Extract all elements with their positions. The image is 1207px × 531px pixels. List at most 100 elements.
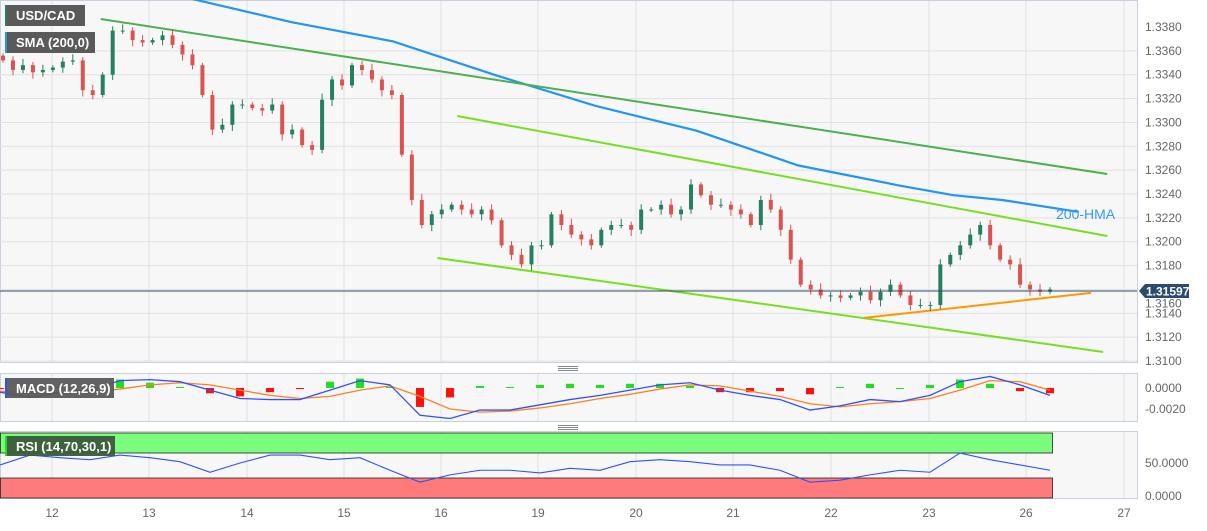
candle-body	[150, 40, 155, 43]
candle-body	[80, 60, 85, 91]
candle-body	[828, 295, 833, 297]
last-price-tag: 1.31597	[1139, 284, 1190, 299]
x-tick-label: 23	[922, 506, 936, 520]
channel-top-trendline	[457, 115, 1108, 237]
candle-body	[90, 90, 95, 96]
candle-body	[290, 129, 295, 135]
candle-body	[708, 195, 713, 205]
candle-body	[280, 104, 285, 135]
x-tick-label: 16	[434, 506, 448, 520]
macd-text: MACD (12,26,9)	[16, 381, 111, 396]
rsi-y-tick-label: 0.0000	[1145, 489, 1182, 503]
candle-body	[330, 79, 335, 100]
candle-body	[210, 95, 215, 130]
candle-body	[699, 184, 703, 196]
candle-body	[798, 259, 803, 285]
candle-body	[629, 225, 634, 230]
candle-body	[848, 295, 853, 298]
y-tick-label: 1.3160	[1145, 296, 1182, 310]
candle-body	[868, 291, 873, 301]
last-price-value: 1.31597	[1146, 285, 1190, 299]
rsi-text: RSI (14,70,30,1)	[16, 439, 111, 454]
candle-body	[30, 65, 35, 73]
sma-text: SMA (200,0)	[16, 35, 89, 50]
hma-200-line	[191, 0, 1079, 214]
x-tick-label: 21	[726, 506, 740, 520]
macd-histogram-bar	[296, 388, 304, 390]
candle-body	[609, 225, 614, 230]
candle-body	[649, 209, 654, 211]
candle-body	[639, 209, 644, 230]
panel-resize-handle[interactable]	[558, 425, 578, 430]
rsi-line	[0, 452, 1051, 483]
candle-body	[569, 225, 574, 235]
candle-body	[838, 295, 843, 298]
candle-body	[429, 214, 434, 226]
candle-body	[1028, 284, 1033, 290]
macd-panel	[0, 373, 1138, 422]
macd-histogram-bar	[986, 383, 994, 388]
candle-body	[878, 291, 883, 301]
candle-body	[60, 61, 65, 68]
candle-body	[1, 55, 5, 61]
rsi-oversold-zone	[0, 477, 1053, 499]
x-tick-label: 15	[337, 506, 351, 520]
macd-histogram-bar	[0, 388, 4, 390]
macd-histogram-bar	[626, 383, 634, 388]
macd-histogram-bar	[956, 379, 964, 388]
candle-body	[180, 44, 185, 55]
candle-body	[559, 214, 564, 226]
macd-histogram-bar	[176, 386, 184, 388]
panel-resize-handle[interactable]	[558, 366, 578, 371]
macd-histogram-bar	[536, 384, 544, 388]
y-tick-label: 1.3140	[1145, 306, 1182, 320]
macd-histogram-bar	[416, 388, 424, 407]
candle-body	[190, 54, 195, 66]
candle-body	[40, 69, 45, 73]
hma-label: 200-HMA	[1056, 206, 1116, 222]
candle-body	[998, 245, 1003, 260]
candle-body	[240, 104, 245, 106]
y-tick-label: 1.3280	[1145, 139, 1182, 153]
symbol-text: USD/CAD	[16, 8, 75, 23]
candle-body	[10, 60, 15, 70]
candle-body	[928, 304, 933, 306]
candle-body	[499, 220, 504, 246]
candle-body	[479, 209, 484, 215]
macd-histogram-bar	[806, 388, 814, 395]
y-tick-label: 1.3180	[1145, 259, 1182, 273]
rsi-label: RSI (14,70,30,1)	[5, 436, 115, 456]
candle-body	[369, 69, 374, 80]
candle-body	[768, 199, 773, 210]
candle-body	[359, 65, 364, 70]
candle-body	[200, 65, 205, 96]
candle-body	[659, 204, 664, 210]
candle-body	[449, 204, 454, 210]
macd-y-tick-label: -0.0020	[1145, 402, 1186, 416]
macd-histogram-bar	[1046, 388, 1054, 394]
candle-body	[738, 209, 743, 215]
candle-body	[130, 30, 135, 41]
candle-body	[350, 65, 354, 86]
candle-body	[469, 209, 474, 215]
candle-body	[908, 295, 913, 305]
symbol-label: USD/CAD	[5, 5, 85, 26]
candle-body	[689, 184, 694, 210]
candle-body	[549, 214, 554, 246]
candle-body	[529, 245, 534, 265]
candle-body	[509, 245, 514, 255]
candle-body	[808, 284, 813, 290]
candle-body	[748, 214, 753, 226]
macd-signal-line	[0, 379, 1051, 413]
macd-histogram-bar	[836, 386, 844, 388]
channel-bottom-trendline	[437, 256, 1104, 353]
macd-histogram-bar	[446, 388, 454, 398]
candle-body	[818, 289, 823, 296]
macd-line	[0, 375, 1051, 420]
candle-body	[1018, 264, 1023, 285]
candle-body	[399, 95, 404, 155]
candle-body	[419, 199, 424, 226]
candle-body	[1008, 259, 1013, 265]
candle-body	[589, 239, 594, 246]
upper-resistance-trendline	[100, 18, 1108, 175]
